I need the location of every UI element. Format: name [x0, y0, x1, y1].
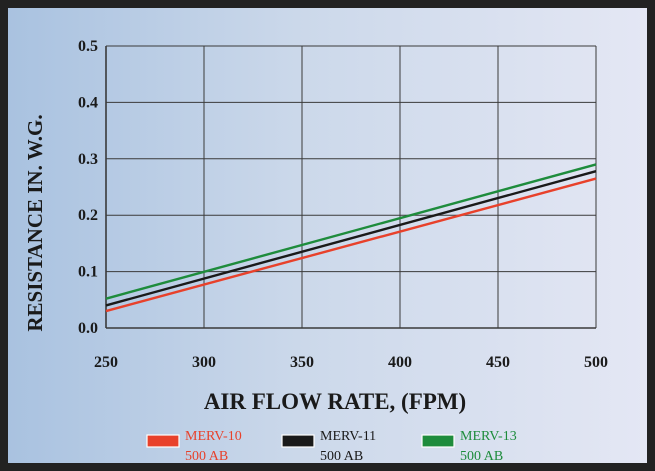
grid [105, 45, 597, 329]
x-tick-label: 500 [584, 354, 608, 371]
y-axis-ticks: 0.0 0.1 0.2 0.3 0.4 0.5 [78, 38, 98, 337]
legend-item: MERV-11 500 AB [281, 429, 376, 464]
series-line [105, 170, 597, 307]
y-tick-label: 0.5 [78, 38, 98, 55]
legend-label: MERV-11 [320, 429, 376, 444]
legend-sublabel: 500 AB [320, 449, 363, 464]
x-tick-label: 350 [290, 354, 314, 371]
x-axis-ticks: 250 300 350 400 450 500 [94, 354, 608, 371]
legend-swatch [281, 434, 315, 448]
y-tick-label: 0.2 [78, 207, 98, 224]
series-line [105, 163, 597, 300]
y-axis-label: RESISTANCE IN. W.G. [23, 114, 47, 331]
x-tick-label: 250 [94, 354, 118, 371]
series-lines [105, 163, 597, 313]
legend-sublabel: 500 AB [185, 449, 228, 464]
y-tick-label: 0.0 [78, 320, 98, 337]
legend-sublabel: 500 AB [460, 449, 503, 464]
y-tick-label: 0.4 [78, 94, 98, 111]
legend-label: MERV-10 [185, 429, 242, 444]
legend-item: MERV-13 500 AB [421, 429, 517, 464]
legend-swatch [421, 434, 455, 448]
legend-swatch [146, 434, 180, 448]
series-line [105, 177, 597, 313]
chart-svg: 0.0 0.1 0.2 0.3 0.4 0.5 250 300 350 400 450 500 AI… [23, 38, 608, 464]
legend-label: MERV-13 [460, 429, 517, 444]
x-tick-label: 450 [486, 354, 510, 371]
x-tick-label: 400 [388, 354, 412, 371]
legend-item: MERV-10 500 AB [146, 429, 242, 464]
x-tick-label: 300 [192, 354, 216, 371]
y-tick-label: 0.3 [78, 151, 98, 168]
y-tick-label: 0.1 [78, 264, 98, 281]
x-axis-label: AIR FLOW RATE, (FPM) [204, 389, 466, 414]
legend: MERV-10 500 AB MERV-11 500 AB MERV-13 500 AB [146, 429, 517, 464]
